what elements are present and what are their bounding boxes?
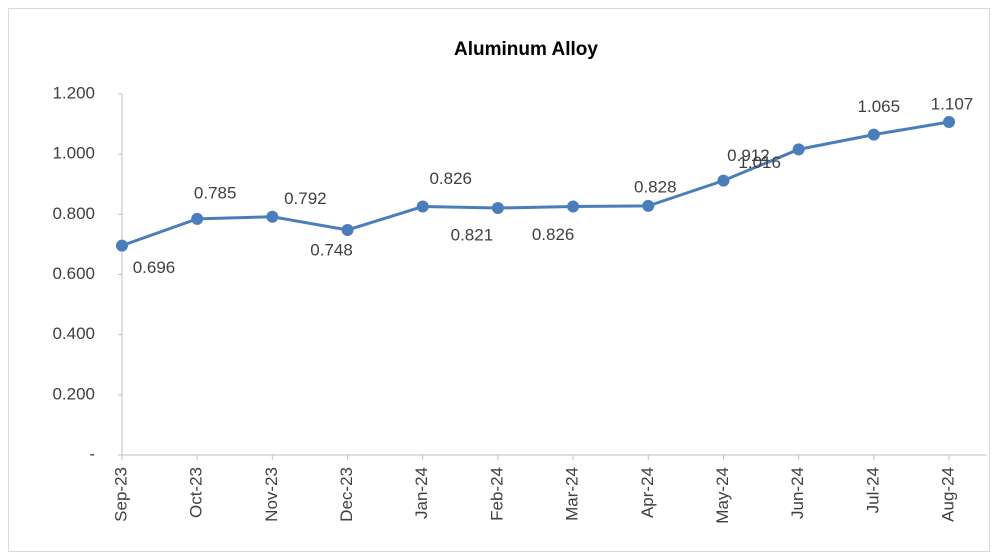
y-tick-label: 1.200 xyxy=(52,83,95,102)
x-tick-label: Apr-24 xyxy=(638,467,657,518)
data-point xyxy=(416,200,429,213)
data-point xyxy=(491,202,504,215)
x-tick-label: Jan-24 xyxy=(412,467,431,519)
data-label: 0.828 xyxy=(634,177,677,196)
y-tick-label: 1.000 xyxy=(52,144,95,163)
y-tick-label: - xyxy=(89,444,95,463)
data-label: 1.107 xyxy=(931,94,974,113)
y-tick-label: 0.400 xyxy=(52,324,95,343)
x-tick-label: Oct-23 xyxy=(187,467,206,518)
data-point xyxy=(642,199,655,212)
data-label: 0.748 xyxy=(310,240,353,259)
data-point xyxy=(567,200,580,213)
data-point xyxy=(792,143,805,156)
data-point xyxy=(341,223,354,236)
x-tick-label: Mar-24 xyxy=(563,467,582,521)
data-label: 0.912 xyxy=(727,146,770,165)
series-line xyxy=(121,120,950,248)
x-tick-label: Jul-24 xyxy=(863,467,882,513)
data-label: 0.785 xyxy=(194,183,237,202)
data-point xyxy=(717,174,730,187)
x-tick-label: Aug-24 xyxy=(938,467,957,522)
chart-border xyxy=(8,8,990,552)
x-tick-label: Jun-24 xyxy=(788,467,807,519)
data-point xyxy=(191,212,204,225)
x-tick-label: Dec-23 xyxy=(337,467,356,522)
y-tick-label: 0.800 xyxy=(52,204,95,223)
data-point xyxy=(266,210,279,223)
data-point xyxy=(116,239,128,252)
x-tick-label: Feb-24 xyxy=(487,467,506,521)
data-label: 1.065 xyxy=(858,97,901,116)
y-tick-label: 0.600 xyxy=(52,264,95,283)
x-tick-label: Nov-23 xyxy=(262,467,281,522)
data-label: 0.792 xyxy=(284,189,327,208)
data-label: 0.821 xyxy=(451,226,494,245)
y-tick-label: 0.200 xyxy=(52,384,95,403)
data-label: 1.016 xyxy=(738,153,781,172)
data-point xyxy=(867,128,880,141)
data-label: 0.826 xyxy=(532,225,575,244)
x-tick-label: May-24 xyxy=(713,467,732,524)
chart-title: Aluminum Alloy xyxy=(454,39,598,60)
x-tick-label: Sep-23 xyxy=(111,467,130,522)
data-label: 0.696 xyxy=(133,258,176,277)
data-point xyxy=(943,115,955,128)
data-label: 0.826 xyxy=(429,169,472,188)
